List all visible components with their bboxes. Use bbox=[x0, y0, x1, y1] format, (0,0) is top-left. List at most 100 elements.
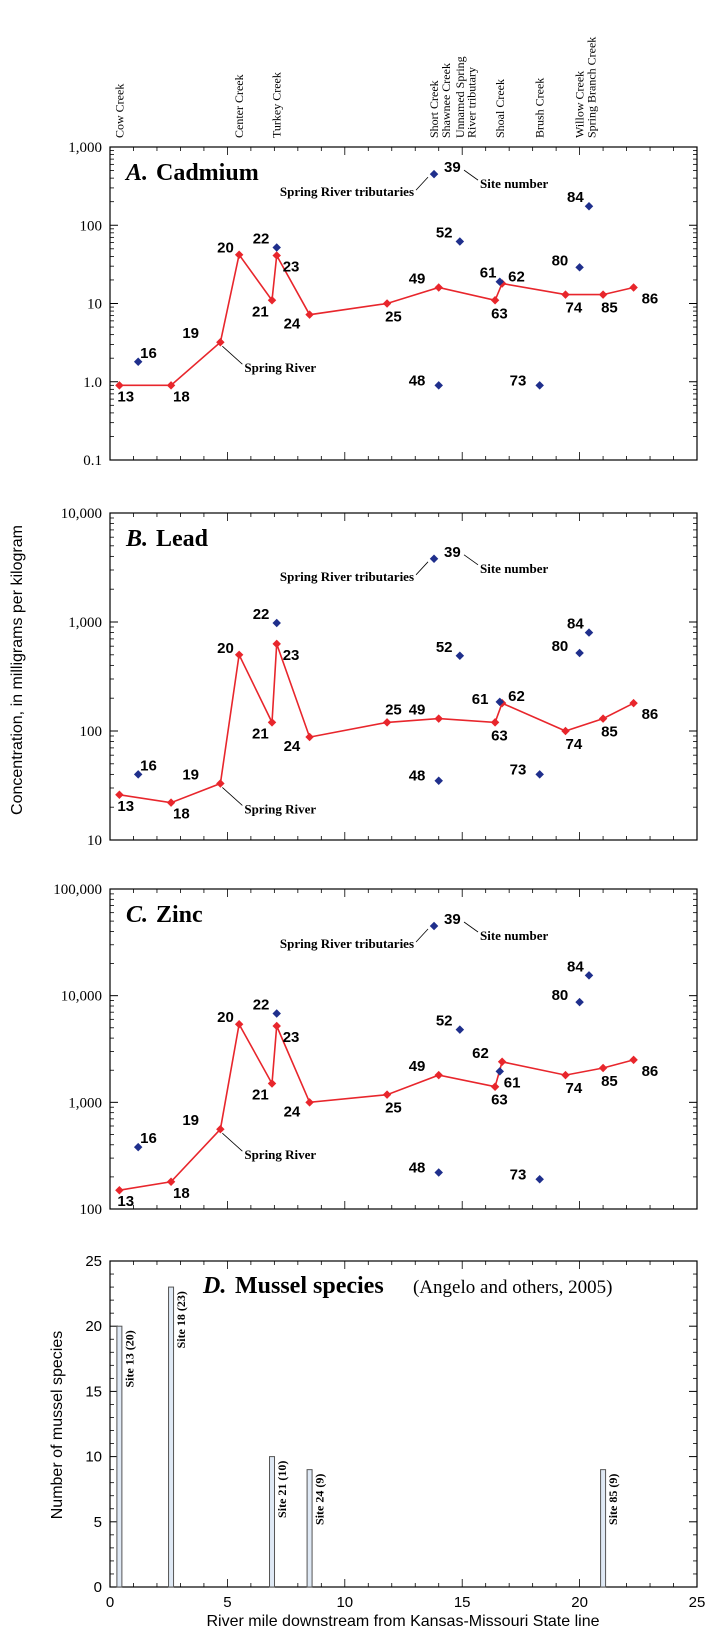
spring-river-point bbox=[434, 283, 443, 292]
site-number-label: 85 bbox=[601, 724, 618, 741]
mussel-bar bbox=[306, 1469, 313, 1588]
site-number-leader bbox=[463, 554, 479, 566]
tributary-point bbox=[133, 357, 143, 367]
site-number-label: 25 bbox=[385, 1100, 402, 1117]
tributary-label: Brush Creek bbox=[533, 78, 547, 138]
spring-river-point bbox=[561, 1070, 570, 1080]
x-tick-label: 20 bbox=[571, 1594, 588, 1611]
panel-zinc: C. Zinc bbox=[109, 888, 698, 1210]
spring-river-point bbox=[561, 726, 570, 736]
spring-river-point bbox=[382, 299, 392, 308]
site-number-label: 48 bbox=[409, 768, 426, 785]
site-number-label: 20 bbox=[217, 240, 234, 257]
site-number-label: 24 bbox=[284, 316, 301, 333]
site-number-label: 73 bbox=[510, 372, 527, 389]
panel-cadmium-letter: A. bbox=[124, 160, 148, 186]
site-number-label: 84 bbox=[567, 616, 584, 633]
site-number-label: 13 bbox=[117, 1193, 134, 1210]
mussel-axis-label: Number of mussel species bbox=[49, 1331, 66, 1520]
tributary-label: Spring Branch Creek bbox=[584, 37, 598, 138]
panel-lead-title: Lead bbox=[156, 526, 209, 552]
spring-river-point bbox=[598, 714, 608, 723]
y-tick-label: 100 bbox=[80, 218, 103, 234]
tributaries-annotation: Spring River tributaries bbox=[280, 184, 414, 199]
spring-river-point bbox=[434, 1070, 443, 1080]
site-number-label: 62 bbox=[472, 1045, 489, 1062]
tributary-label: River tributary bbox=[465, 67, 479, 138]
mussel-bar bbox=[600, 1469, 607, 1588]
spring-river-point bbox=[629, 1055, 638, 1065]
tributaries-leader bbox=[415, 176, 429, 191]
spring-river-point bbox=[382, 718, 392, 727]
y-tick-label: 1,000 bbox=[68, 140, 102, 156]
panel-zinc-frame bbox=[109, 888, 698, 1210]
tributary-label: Cow Creek bbox=[112, 84, 126, 138]
spring-river-point bbox=[561, 290, 570, 299]
site-number-label: 63 bbox=[491, 1092, 508, 1109]
site-number-label: 74 bbox=[566, 300, 583, 317]
tributaries-leader bbox=[415, 928, 429, 943]
spring-river-annotation: Spring River bbox=[244, 1147, 316, 1162]
site-number-label: 19 bbox=[182, 325, 199, 342]
tributary-point bbox=[495, 697, 505, 707]
site-number-label: 48 bbox=[409, 1159, 426, 1176]
spring-river-point bbox=[382, 1090, 392, 1099]
tributary-point bbox=[434, 381, 443, 390]
site-number-label: 63 bbox=[491, 305, 508, 322]
site-number-label: 48 bbox=[409, 372, 426, 389]
site-number-label: 74 bbox=[566, 736, 583, 753]
panel-mussel-subtitle: (Angelo and others, 2005) bbox=[413, 1277, 612, 1298]
tributary-point bbox=[495, 1067, 505, 1076]
site-number-label: 39 bbox=[444, 911, 461, 928]
site-number-label: 61 bbox=[480, 265, 497, 282]
tributary-label: Center Creek bbox=[232, 74, 246, 138]
panel-cadmium-title: Cadmium bbox=[156, 160, 259, 186]
y-tick-label: 10 bbox=[87, 833, 102, 849]
site-number-label: 16 bbox=[140, 757, 157, 774]
concentration-axis-label: Concentration, in milligrams per kilogra… bbox=[9, 525, 26, 815]
tributary-point bbox=[429, 554, 439, 564]
tributary-point bbox=[575, 648, 584, 658]
spring-river-point bbox=[267, 1079, 277, 1088]
x-tick-label: 5 bbox=[223, 1594, 231, 1611]
site-number-label: 61 bbox=[472, 691, 489, 708]
y-tick-label: 5 bbox=[94, 1514, 102, 1531]
spring-river-leader bbox=[222, 1132, 243, 1152]
tributary-point bbox=[429, 169, 439, 179]
site-number-label: 80 bbox=[552, 987, 569, 1004]
spring-river-annotation: Spring River bbox=[244, 360, 316, 375]
tributary-label: Short Creek bbox=[427, 80, 441, 138]
x-tick-label: 25 bbox=[689, 1594, 706, 1611]
spring-river-point bbox=[629, 283, 638, 292]
tributary-point bbox=[584, 201, 594, 211]
spring-river-point bbox=[305, 1098, 314, 1107]
site-number-label: 24 bbox=[284, 1103, 301, 1120]
spring-river-point bbox=[598, 1063, 608, 1073]
site-number-leader bbox=[463, 921, 479, 933]
site-number-label: 18 bbox=[173, 806, 190, 823]
tributary-point bbox=[455, 237, 465, 246]
panel-mussel-title: Mussel species bbox=[235, 1273, 384, 1299]
y-tick-label: 15 bbox=[85, 1383, 102, 1400]
spring-river-point bbox=[267, 296, 277, 305]
spring-river-point bbox=[272, 639, 281, 649]
spring-river-point bbox=[234, 650, 244, 660]
tributary-label: Shawnee Creek bbox=[439, 63, 453, 138]
site-number-label: 20 bbox=[217, 1009, 234, 1026]
tributary-point bbox=[535, 770, 544, 779]
spring-river-point bbox=[234, 250, 244, 259]
mussel-bar-label: Site 13 (20) bbox=[122, 1330, 136, 1387]
y-tick-label: 10 bbox=[87, 297, 102, 313]
site-number-label: 22 bbox=[253, 230, 270, 247]
spring-river-point bbox=[497, 1057, 507, 1067]
mussel-bar bbox=[168, 1286, 175, 1588]
tributary-label: Willow Creek bbox=[573, 71, 587, 138]
site-number-label: 73 bbox=[510, 761, 527, 778]
spring-river-line bbox=[119, 1021, 634, 1191]
site-number-label: 19 bbox=[182, 1112, 199, 1129]
x-tick-label: 0 bbox=[106, 1594, 114, 1611]
spring-river-point bbox=[598, 290, 608, 299]
spring-river-point bbox=[305, 310, 314, 319]
spring-river-line bbox=[119, 643, 634, 804]
